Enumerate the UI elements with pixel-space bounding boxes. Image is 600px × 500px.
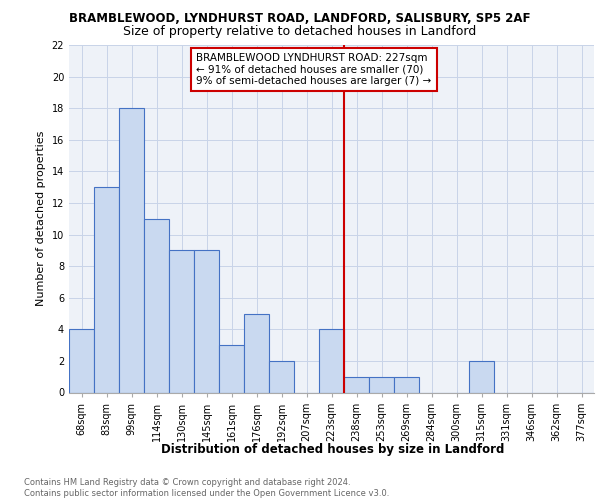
Bar xyxy=(319,330,344,392)
Bar xyxy=(394,376,419,392)
Text: BRAMBLEWOOD, LYNDHURST ROAD, LANDFORD, SALISBURY, SP5 2AF: BRAMBLEWOOD, LYNDHURST ROAD, LANDFORD, S… xyxy=(69,12,531,26)
Bar xyxy=(144,219,169,392)
Bar xyxy=(169,250,194,392)
Text: BRAMBLEWOOD LYNDHURST ROAD: 227sqm
← 91% of detached houses are smaller (70)
9% : BRAMBLEWOOD LYNDHURST ROAD: 227sqm ← 91%… xyxy=(197,53,432,86)
Bar xyxy=(69,330,94,392)
Text: Contains HM Land Registry data © Crown copyright and database right 2024.
Contai: Contains HM Land Registry data © Crown c… xyxy=(24,478,389,498)
Bar xyxy=(344,376,369,392)
Text: Distribution of detached houses by size in Landford: Distribution of detached houses by size … xyxy=(161,442,505,456)
Bar xyxy=(119,108,144,393)
Bar xyxy=(269,361,294,392)
Bar xyxy=(219,345,244,393)
Bar xyxy=(369,376,394,392)
Bar xyxy=(244,314,269,392)
Y-axis label: Number of detached properties: Number of detached properties xyxy=(36,131,46,306)
Text: Size of property relative to detached houses in Landford: Size of property relative to detached ho… xyxy=(124,25,476,38)
Bar xyxy=(94,187,119,392)
Bar xyxy=(194,250,219,392)
Bar xyxy=(469,361,494,392)
